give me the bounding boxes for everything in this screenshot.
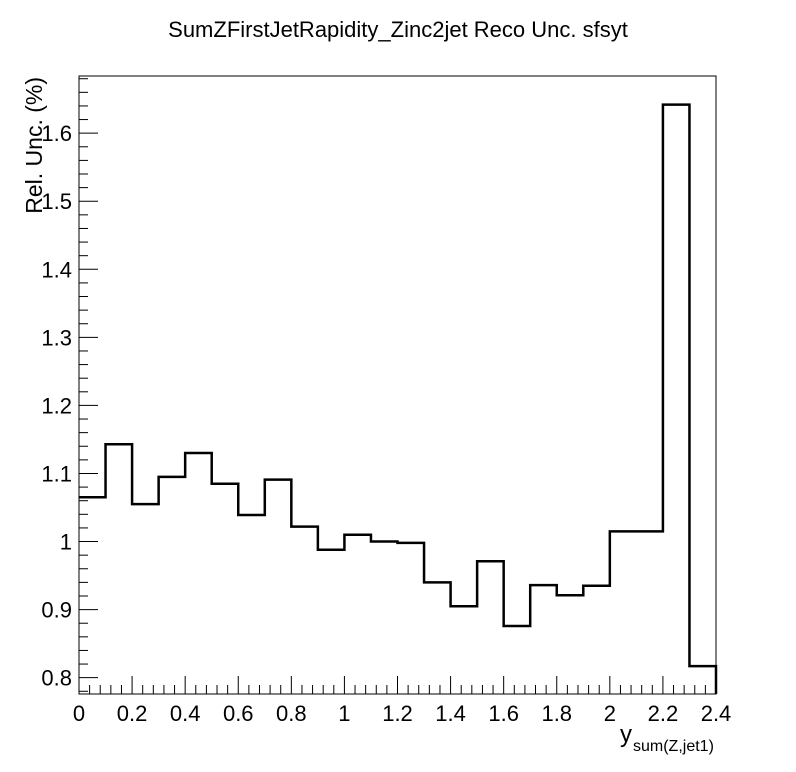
- y-axis-label: Rel. Unc. (%): [21, 77, 47, 214]
- y-tick-label: 1.2: [41, 393, 72, 418]
- x-tick-label: 1.2: [382, 701, 413, 726]
- x-tick-label: 1: [338, 701, 350, 726]
- x-axis-label: y: [620, 721, 632, 748]
- y-tick-label: 1.5: [41, 189, 72, 214]
- x-tick-label: 2: [604, 701, 616, 726]
- y-tick-label: 1.1: [41, 461, 72, 486]
- y-tick-label: 1.6: [41, 121, 72, 146]
- x-axis: 0 0.2 0.4 0.6 0.8 1 1.2 1.4 1.6 1.8 2 2.2 2.4: [73, 676, 731, 726]
- y-tick-label: 0.8: [41, 666, 72, 691]
- y-tick-label: 1: [60, 530, 72, 555]
- histogram-series: [79, 103, 718, 694]
- x-tick-label: 0: [73, 701, 85, 726]
- x-tick-label: 0.2: [117, 701, 148, 726]
- chart-title: SumZFirstJetRapidity_Zinc2jet Reco Unc. …: [168, 17, 628, 42]
- y-tick-label: 0.9: [41, 598, 72, 623]
- x-tick-label: 0.4: [170, 701, 201, 726]
- x-tick-label: 1.8: [541, 701, 572, 726]
- plot-frame: [78, 75, 717, 695]
- y-axis: 0.8 0.9 1 1.1 1.2 1.3 1.4 1.5 1.6: [41, 78, 98, 692]
- x-axis-label-main: y: [620, 721, 632, 748]
- x-tick-label: 2.4: [701, 701, 732, 726]
- x-tick-label: 0.6: [223, 701, 254, 726]
- y-tick-label: 1.4: [41, 257, 72, 282]
- x-tick-label: 0.8: [276, 701, 307, 726]
- x-tick-label: 1.6: [488, 701, 519, 726]
- y-tick-label: 1.3: [41, 325, 72, 350]
- x-tick-label: 1.4: [435, 701, 466, 726]
- x-tick-label: 2.2: [648, 701, 679, 726]
- x-axis-label-subscript: sum(Z,jet1): [633, 738, 714, 755]
